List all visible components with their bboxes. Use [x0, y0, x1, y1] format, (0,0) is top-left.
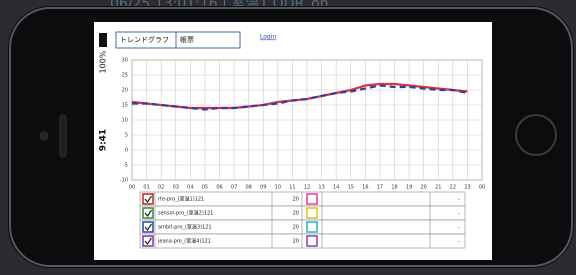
y-tick-label: 5	[125, 133, 128, 139]
x-tick-label: 12	[304, 185, 310, 191]
color-box[interactable]	[307, 194, 317, 204]
row-name: ambit-pro_(室温3)121	[158, 224, 212, 231]
login-link[interactable]: Login	[260, 34, 276, 41]
time: 9:41	[99, 129, 109, 151]
y-tick-label: 15	[122, 103, 128, 109]
x-tick-label: 11	[289, 185, 295, 191]
y-tick-label: 30	[122, 58, 128, 64]
x-tick-label: 00	[129, 185, 135, 191]
x-tick-label: 04	[187, 185, 193, 191]
x-tick-label: 20	[420, 185, 426, 191]
y-tick-label: -10	[120, 178, 128, 184]
checkbox[interactable]	[143, 194, 153, 204]
row-name: sensor-pro_(室温2)121	[158, 210, 213, 217]
checkbox[interactable]	[143, 208, 153, 218]
speaker	[60, 115, 66, 157]
x-tick-label: 19	[406, 185, 412, 191]
row-mark: -	[458, 225, 460, 231]
y-tick-label: -5	[123, 163, 128, 169]
tab[interactable]: トレンドグラフ	[120, 35, 169, 44]
x-tick-label: 09	[260, 185, 266, 191]
battery-icon	[99, 33, 107, 47]
checkbox[interactable]	[143, 222, 153, 232]
x-tick-label: 13	[318, 185, 324, 191]
camera	[40, 132, 48, 140]
x-tick-label: 22	[450, 185, 456, 191]
x-tick-label: 05	[202, 185, 208, 191]
tab[interactable]: 帳票	[180, 35, 194, 44]
x-tick-label: 17	[377, 185, 383, 191]
table: rte-pro_(室温1)121 20 - sensor-pro_(室温2)121 20…	[140, 192, 465, 248]
row-mark: -	[458, 239, 460, 245]
row-name: rte-pro_(室温1)121	[158, 196, 204, 203]
row-value: 20	[293, 197, 299, 203]
x-tick-label: 06	[216, 185, 222, 191]
y-tick-label: 20	[122, 88, 128, 94]
x-tick-label: 21	[435, 185, 441, 191]
row-value: 20	[293, 225, 299, 231]
x-tick-label: 03	[173, 185, 179, 191]
photo: 06/25 13:01:16 | 室温1 ODR_on 100% 9:41 トレ…	[0, 0, 576, 271]
checkbox[interactable]	[143, 236, 153, 246]
home-button[interactable]	[516, 115, 556, 155]
x-tick-label: 16	[362, 185, 368, 191]
x-tick-label: 23	[464, 185, 470, 191]
y-tick-label: 10	[122, 118, 128, 124]
color-box[interactable]	[307, 222, 317, 232]
x-tick-label: 00	[479, 185, 485, 191]
y-tick-label: 0	[125, 148, 128, 154]
page: {"background_text": "06/25 13:01:16 | 室温…	[0, 0, 576, 271]
battery: 100%	[99, 50, 108, 73]
x-tick-label: 14	[333, 185, 339, 191]
x-tick-label: 07	[231, 185, 237, 191]
row-value: 20	[293, 239, 299, 245]
color-box[interactable]	[307, 236, 317, 246]
row-value: 20	[293, 211, 299, 217]
x-tick-label: 15	[348, 185, 354, 191]
y-tick-label: 25	[122, 73, 128, 79]
x-tick-label: 01	[143, 185, 149, 191]
row-name: jeana-pro_(室温4)121	[157, 238, 211, 245]
color-box[interactable]	[307, 208, 317, 218]
row-mark: -	[458, 197, 460, 203]
x-tick-label: 18	[391, 185, 397, 191]
x-tick-label: 02	[158, 185, 164, 191]
row-mark: -	[458, 211, 460, 217]
x-tick-label: 08	[245, 185, 251, 191]
x-tick-label: 10	[275, 185, 281, 191]
